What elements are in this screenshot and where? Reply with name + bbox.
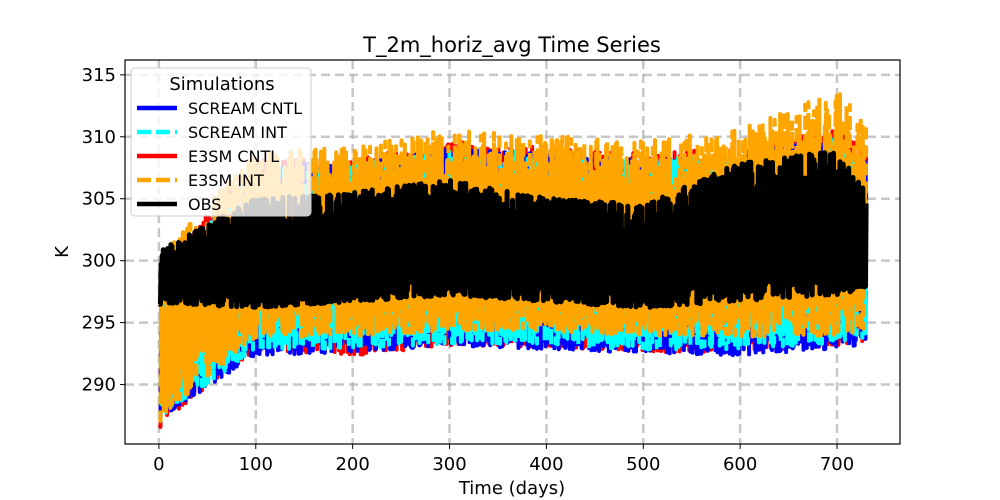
x-tick-label: 400: [529, 454, 563, 475]
axes: 0 100 200 300 400 500 600 700 290 295 300 305 310 315: [82, 65, 855, 475]
legend-entry-label: SCREAM INT: [188, 123, 287, 142]
y-tick-label: 305: [82, 189, 116, 210]
legend-entry-label: SCREAM CNTL: [188, 99, 302, 118]
x-axis-label: Time (days): [458, 478, 565, 499]
x-tick-label: 500: [626, 454, 660, 475]
y-tick-label: 300: [82, 251, 116, 272]
x-tick-label: 600: [723, 454, 757, 475]
y-tick-label: 315: [82, 65, 116, 86]
x-tick-label: 100: [239, 454, 273, 475]
y-tick-label: 290: [82, 375, 116, 396]
legend-entry-label: OBS: [188, 195, 221, 214]
plot-frame: [124, 59, 901, 445]
chart-title: T_2m_horiz_avg Time Series: [362, 33, 661, 58]
legend: Simulations SCREAM CNTL SCREAM INT E3SM CN…: [130, 67, 312, 217]
series-lines: [157, 92, 869, 430]
legend-entry-label: E3SM CNTL: [188, 147, 279, 166]
y-axis-label: K: [52, 245, 73, 258]
x-tick-label: 700: [820, 454, 854, 475]
series-line-obs: [157, 150, 869, 310]
y-tick-label: 295: [82, 313, 116, 334]
y-tick-label: 310: [82, 127, 116, 148]
x-tick-label: 200: [335, 454, 369, 475]
x-tick-label: 0: [153, 454, 164, 475]
x-tick-label: 300: [432, 454, 466, 475]
legend-entry-label: E3SM INT: [188, 171, 264, 190]
legend-title: Simulations: [169, 74, 274, 95]
